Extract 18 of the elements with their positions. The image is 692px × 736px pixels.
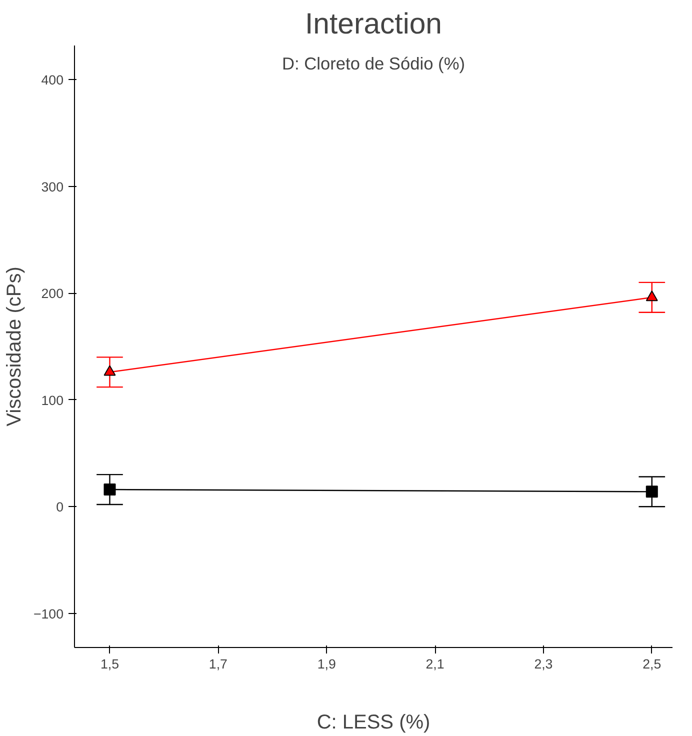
- x-tick-label: 2,3: [534, 656, 553, 672]
- x-tick-label: 1,9: [317, 656, 336, 672]
- y-tick-label: 200: [41, 286, 64, 302]
- y-tick-label: 100: [41, 392, 64, 408]
- x-axis-title: C: LESS (%): [316, 712, 430, 734]
- y-tick-label: −100: [33, 606, 64, 622]
- y-axis-title: Viscosidade (cPs): [3, 266, 26, 426]
- x-tick-label: 1,7: [208, 656, 228, 672]
- x-tick-label: 2,1: [426, 656, 444, 672]
- point: [646, 486, 658, 498]
- y-tick-label: 300: [41, 179, 64, 194]
- point: [104, 484, 116, 496]
- y-tick-label: 0: [56, 500, 64, 515]
- x-tick-label: 2,5: [642, 656, 662, 672]
- text: D: Cloreto de Sódio (%): [282, 54, 466, 74]
- y-tick-label: 400: [41, 72, 64, 88]
- chart-title: Interaction: [305, 8, 442, 40]
- x-tick-label: 1,5: [100, 656, 120, 672]
